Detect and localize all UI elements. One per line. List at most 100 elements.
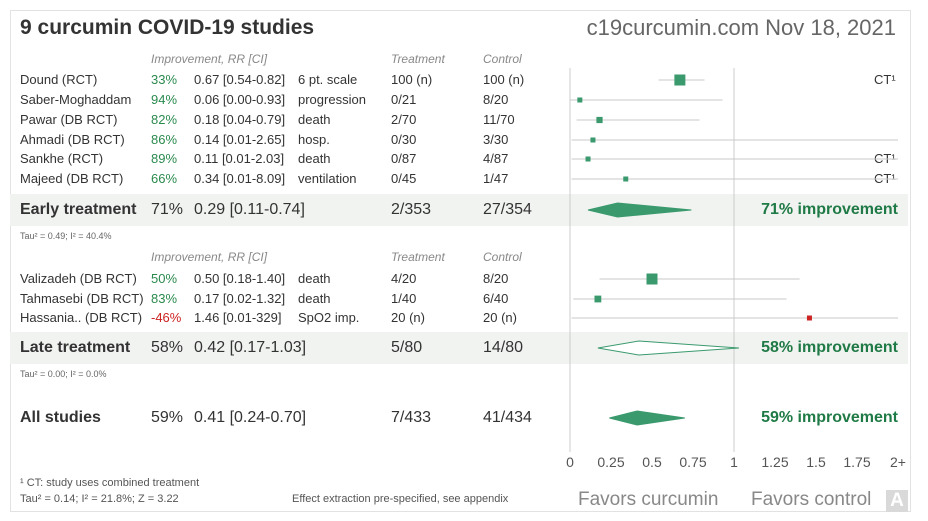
- extraction-note: Effect extraction pre-specified, see app…: [292, 493, 509, 505]
- study-rr: 0.11 [0.01-2.03]: [194, 151, 285, 166]
- all-rr: 0.41 [0.24-0.70]: [194, 409, 307, 426]
- late-treatment: 5/80: [391, 339, 423, 356]
- study-treatment: 20 (n): [391, 310, 425, 325]
- study-rr: 0.67 [0.54-0.82]: [194, 72, 286, 87]
- study-outcome: SpO2 imp.: [298, 310, 360, 325]
- study-point: [594, 295, 602, 303]
- study-rr: 0.50 [0.18-1.40]: [194, 271, 286, 286]
- early-pooled-diamond: [587, 202, 692, 218]
- header-improvement-late: Improvement, RR [CI]: [151, 250, 268, 264]
- study-treatment: 100 (n): [391, 72, 433, 87]
- study-outcome: ventilation: [298, 171, 357, 186]
- late-tau: Tau² = 0.00; I² = 0.0%: [20, 369, 107, 379]
- study-treatment: 0/21: [391, 92, 417, 107]
- study-point: [806, 315, 812, 321]
- chart-frame: [10, 10, 911, 512]
- study-improvement: -46%: [151, 310, 182, 325]
- study-rr: 0.17 [0.02-1.32]: [194, 291, 286, 306]
- study-point: [596, 116, 603, 124]
- study-outcome: hosp.: [298, 132, 330, 147]
- early-improvement: 71% improvement: [761, 201, 898, 218]
- x-tick-label: 2+: [890, 454, 906, 470]
- study-rr: 0.14 [0.01-2.65]: [194, 132, 286, 147]
- study-control: 100 (n): [483, 72, 525, 87]
- header-treatment-late: Treatment: [391, 250, 445, 264]
- study-improvement: 66%: [151, 171, 178, 186]
- early-band: [10, 194, 908, 226]
- study-name: Dound (RCT): [20, 72, 98, 87]
- study-control: 1/47: [483, 171, 509, 186]
- study-treatment: 0/87: [391, 151, 417, 166]
- early-treatment: 2/353: [391, 201, 432, 218]
- favors-control-label: Favors control: [751, 489, 872, 510]
- x-tick-label: 1.5: [806, 454, 826, 470]
- study-treatment: 0/30: [391, 132, 417, 147]
- early-rr: 0.29 [0.11-0.74]: [194, 201, 305, 218]
- late-pooled-diamond: [597, 340, 739, 356]
- early-pct: 71%: [151, 201, 184, 218]
- study-improvement: 83%: [151, 291, 178, 306]
- study-rr: 0.06 [0.00-0.93]: [194, 92, 286, 107]
- study-control: 20 (n): [483, 310, 517, 325]
- all-label: All studies: [20, 409, 101, 426]
- late-improvement: 58% improvement: [761, 339, 898, 356]
- study-improvement: 33%: [151, 72, 178, 87]
- study-improvement: 94%: [151, 92, 178, 107]
- study-name: Majeed (DB RCT): [20, 171, 124, 186]
- study-outcome: death: [298, 151, 331, 166]
- x-tick-label: 0.25: [597, 454, 625, 470]
- early-tau: Tau² = 0.49; I² = 40.4%: [20, 231, 112, 241]
- study-point: [623, 176, 629, 182]
- study-name: Valizadeh (DB RCT): [20, 271, 137, 286]
- all-pct: 59%: [151, 409, 184, 426]
- study-name: Saber-Moghaddam: [20, 92, 132, 107]
- early-control: 27/354: [483, 201, 532, 218]
- study-name: Ahmadi (DB RCT): [20, 132, 125, 147]
- study-treatment: 0/45: [391, 171, 417, 186]
- study-improvement: 50%: [151, 271, 178, 286]
- x-tick-label: 1.75: [843, 454, 871, 470]
- study-outcome: 6 pt. scale: [298, 72, 358, 87]
- study-control: 8/20: [483, 92, 509, 107]
- header-improvement: Improvement, RR [CI]: [151, 52, 268, 66]
- study-point: [590, 137, 596, 143]
- study-name: Tahmasebi (DB RCT): [20, 291, 144, 306]
- study-control: 6/40: [483, 291, 509, 306]
- study-outcome: death: [298, 112, 331, 127]
- all-improvement: 59% improvement: [761, 409, 898, 426]
- study-control: 8/20: [483, 271, 509, 286]
- study-control: 3/30: [483, 132, 509, 147]
- study-outcome: death: [298, 291, 331, 306]
- study-name: Sankhe (RCT): [20, 151, 104, 166]
- x-tick-label: 0.75: [679, 454, 707, 470]
- favors-curcumin-label: Favors curcumin: [578, 489, 719, 510]
- late-rr: 0.42 [0.17-1.03]: [194, 339, 307, 356]
- overall-pooled-diamond: [609, 410, 685, 426]
- study-improvement: 82%: [151, 112, 178, 127]
- x-tick-label: 0.5: [642, 454, 662, 470]
- x-tick-label: 1: [730, 454, 738, 470]
- late-control: 14/80: [483, 339, 524, 356]
- pooled-stats: Tau² = 0.14; I² = 21.8%; Z = 3.22: [20, 493, 179, 505]
- all-control: 41/434: [483, 409, 532, 426]
- header-control-late: Control: [483, 250, 522, 264]
- study-point: [646, 273, 658, 285]
- site-date: c19curcumin.com Nov 18, 2021: [586, 15, 896, 40]
- study-name: Hassania.. (DB RCT): [20, 310, 143, 325]
- study-rr: 0.34 [0.01-8.09]: [194, 171, 286, 186]
- study-rr: 1.46 [0.01-329]: [194, 310, 282, 325]
- x-tick-label: 0: [566, 454, 574, 470]
- late-pct: 58%: [151, 339, 184, 356]
- study-treatment: 4/20: [391, 271, 417, 286]
- ct-footnote: ¹ CT: study uses combined treatment: [20, 477, 200, 489]
- study-name: Pawar (DB RCT): [20, 112, 118, 127]
- study-ct-note: CT¹: [874, 72, 896, 87]
- early-label: Early treatment: [20, 201, 137, 218]
- study-control: 4/87: [483, 151, 509, 166]
- late-label: Late treatment: [20, 339, 131, 356]
- chart-title: 9 curcumin COVID-19 studies: [20, 16, 315, 39]
- study-point: [585, 156, 591, 162]
- study-improvement: 89%: [151, 151, 178, 166]
- all-treatment: 7/433: [391, 409, 432, 426]
